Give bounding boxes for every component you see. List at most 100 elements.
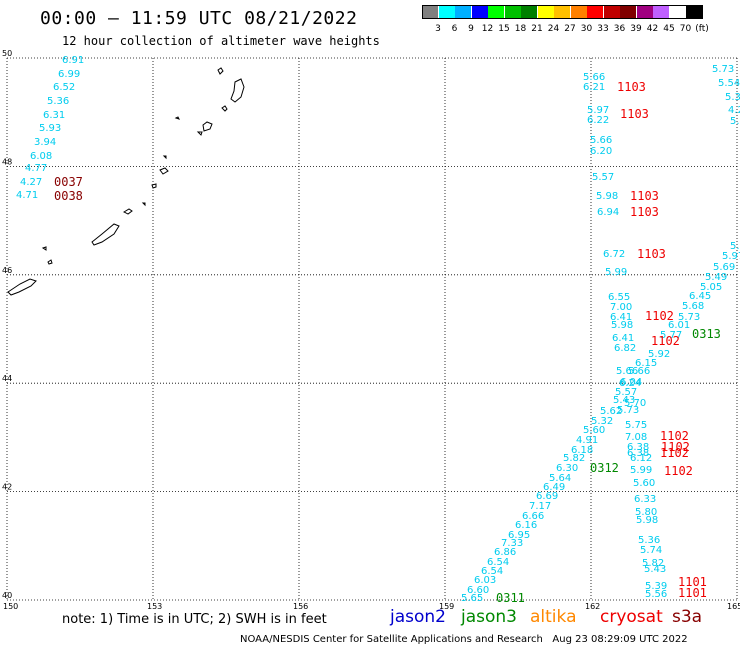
swh-value: 5.92 — [648, 349, 670, 360]
pass-label: 1103 — [630, 205, 659, 219]
credit-line: NOAA/NESDIS Center for Satellite Applica… — [240, 634, 688, 645]
legend-swatch — [471, 5, 488, 19]
pass-label: 1102 — [651, 334, 680, 348]
legend-label: (ft) — [695, 24, 709, 34]
legend-label: 18 — [514, 24, 527, 34]
swh-value: 5.64 — [549, 473, 571, 484]
satellite-jason2: jason2 — [390, 607, 446, 627]
swh-value: 6.16 — [515, 520, 537, 531]
swh-value: 4.2 — [728, 105, 740, 116]
swh-value: 5.57 — [592, 172, 614, 183]
legend-swatch — [504, 5, 521, 19]
pass-label: 0038 — [54, 189, 83, 203]
y-tick-label: 46 — [2, 266, 12, 275]
legend-label: 45 — [663, 24, 675, 34]
swh-value: 3.94 — [34, 137, 56, 148]
satellite-s3a: s3a — [672, 607, 703, 627]
pass-label: 1103 — [617, 80, 646, 94]
x-tick-label: 150 — [3, 602, 18, 611]
legend-label: 21 — [531, 24, 543, 34]
legend-label: 39 — [630, 24, 642, 34]
swh-value: 6.49 — [543, 482, 565, 493]
legend-swatch — [653, 5, 669, 19]
x-tick-label: 162 — [585, 602, 600, 611]
swh-value: 5.66 — [616, 366, 638, 377]
legend-label: 70 — [679, 24, 692, 34]
swh-value: 5.36 — [47, 96, 69, 107]
x-tick-label: 165 — [727, 602, 740, 611]
swh-value: 5.99 — [605, 267, 627, 278]
swh-value: 6.12 — [630, 453, 652, 464]
swh-value: 5.66 — [590, 135, 612, 146]
swh-value: 6.38 — [627, 448, 649, 459]
swh-value: 5.3 — [730, 116, 740, 127]
swh-values: 6.916.996.525.366.315.933.946.084.774.27… — [16, 55, 740, 604]
swh-value: 5.43 — [613, 395, 635, 406]
swh-value: 5.73 — [678, 312, 700, 323]
page-title: 00:00 – 11:59 UTC 08/21/2022 — [40, 8, 358, 29]
swh-value: 6.45 — [689, 291, 711, 302]
swh-value: 4.77 — [25, 163, 47, 174]
legend-label: 36 — [613, 24, 626, 34]
legend-frame — [422, 5, 703, 19]
pass-label: 0313 — [692, 327, 721, 341]
legend-swatch — [587, 5, 603, 19]
pass-label: 1101 — [678, 575, 707, 589]
swh-value: 6.30 — [556, 463, 578, 474]
legend-swatch — [438, 5, 455, 19]
swh-value: 5.98 — [611, 320, 633, 331]
legend-swatch — [570, 5, 587, 19]
legend-swatch — [636, 5, 653, 19]
swh-value: 5.77 — [660, 330, 682, 341]
legend-label: 24 — [547, 24, 560, 34]
swh-value: 5.36 — [638, 535, 660, 546]
pass-label: 1102 — [660, 446, 689, 460]
swh-value: 6.69 — [536, 491, 558, 502]
pass-label: 0037 — [54, 175, 83, 189]
swh-value: 6.22 — [587, 115, 609, 126]
swh-value: 7.33 — [501, 538, 523, 549]
swh-value: 5.2 — [730, 241, 740, 252]
y-tick-label: 44 — [2, 374, 12, 383]
swh-value: 7.17 — [529, 501, 551, 512]
legend-swatch — [620, 5, 636, 19]
swh-value: 6.21 — [583, 82, 605, 93]
legend-label: 3 — [435, 24, 441, 34]
axis-ticks: 150 153 156 159 162 165 40 42 44 46 48 50 — [2, 49, 740, 611]
legend-swatch — [422, 5, 438, 19]
swh-value: 6.55 — [608, 292, 630, 303]
swh-value: 5.74 — [640, 545, 662, 556]
swh-value: 6.38 — [627, 442, 649, 453]
pass-label: 1103 — [620, 107, 649, 121]
y-tick-label: 48 — [2, 157, 12, 166]
swh-value: 4.71 — [16, 190, 38, 201]
swh-value: 5.82 — [642, 558, 664, 569]
credit-text: NOAA/NESDIS Center for Satellite Applica… — [240, 634, 543, 645]
swh-value: 5.98 — [596, 191, 618, 202]
coastline-kuril-islands — [7, 67, 245, 296]
swh-value: 5.69 — [713, 262, 735, 273]
swh-value: 7.00 — [610, 302, 632, 313]
swh-value: 5.65 — [461, 593, 483, 604]
pass-label: 1103 — [630, 189, 659, 203]
legend-swatch — [521, 5, 537, 19]
swh-value: 6.95 — [508, 530, 530, 541]
satellite-altika: altika — [530, 607, 577, 627]
swh-value: 5.56 — [645, 589, 667, 600]
swh-value: 6.60 — [467, 585, 489, 596]
swh-value: 5.97 — [587, 105, 609, 116]
legend-label: 9 — [468, 24, 474, 34]
swh-value: 5.73 — [617, 405, 639, 416]
legend-label: 27 — [564, 24, 576, 34]
swh-value: 6.24 — [619, 378, 641, 389]
swh-value: 5.3 — [725, 92, 740, 103]
swh-value: 5.66 — [583, 72, 605, 83]
swh-value: 5.60 — [583, 425, 605, 436]
swh-value: 6.54 — [481, 566, 503, 577]
legend-label: 6 — [451, 24, 458, 34]
swh-value: 5.62 — [600, 406, 622, 417]
swh-value: 5.43 — [644, 564, 666, 575]
swh-value: 5.80 — [635, 507, 657, 518]
